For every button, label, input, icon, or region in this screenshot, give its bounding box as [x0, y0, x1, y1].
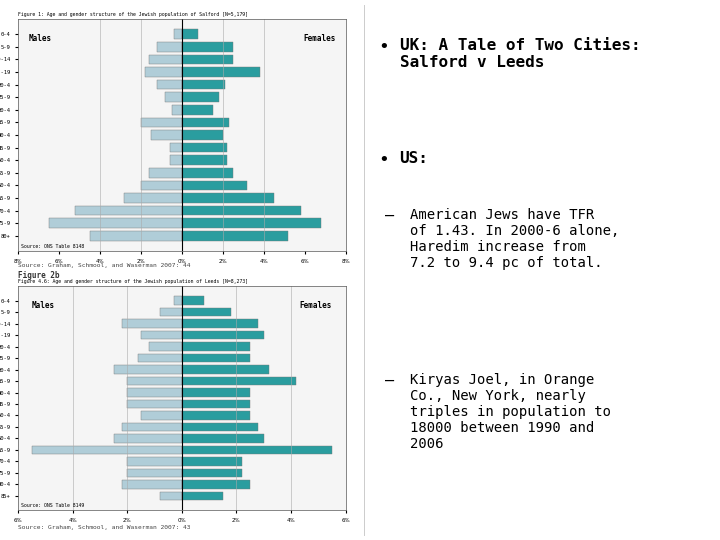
Bar: [181, 156, 227, 165]
Bar: [149, 55, 181, 64]
Bar: [181, 105, 212, 114]
Bar: [169, 156, 181, 165]
Bar: [181, 423, 258, 431]
Bar: [125, 193, 181, 202]
Bar: [181, 308, 231, 316]
Bar: [181, 377, 297, 386]
Bar: [127, 469, 181, 477]
Bar: [122, 319, 181, 328]
Bar: [181, 193, 274, 202]
Bar: [181, 400, 250, 408]
Bar: [127, 377, 181, 386]
Bar: [181, 168, 233, 178]
Bar: [181, 55, 233, 64]
Bar: [181, 365, 269, 374]
Bar: [181, 434, 264, 443]
Text: Source: Graham, Schmool, and Waserman 2007: 43: Source: Graham, Schmool, and Waserman 20…: [18, 525, 191, 530]
Bar: [181, 118, 229, 127]
Bar: [141, 411, 181, 420]
Text: Males: Males: [32, 301, 55, 310]
Bar: [181, 206, 300, 215]
Bar: [160, 491, 181, 500]
Bar: [181, 42, 233, 51]
Bar: [149, 168, 181, 178]
Bar: [127, 388, 181, 397]
Bar: [181, 480, 250, 489]
Bar: [141, 118, 181, 127]
Bar: [181, 143, 227, 152]
Text: Females: Females: [303, 34, 336, 43]
Bar: [181, 457, 242, 465]
Bar: [157, 80, 181, 89]
Bar: [49, 219, 181, 228]
Text: Source: ONS Table 8148: Source: ONS Table 8148: [22, 244, 84, 249]
Text: Source: ONS Table 8149: Source: ONS Table 8149: [22, 503, 84, 508]
Bar: [181, 80, 225, 89]
Bar: [181, 181, 248, 190]
Text: •: •: [378, 151, 389, 169]
Bar: [145, 68, 181, 77]
Bar: [174, 296, 181, 305]
Bar: [160, 308, 181, 316]
Bar: [181, 388, 250, 397]
Bar: [90, 231, 181, 240]
Bar: [157, 42, 181, 51]
Text: US:: US:: [400, 151, 428, 166]
Text: Source: Graham, Schmool, and Waserman 2007: 44: Source: Graham, Schmool, and Waserman 20…: [18, 264, 191, 268]
Bar: [181, 319, 258, 328]
Bar: [32, 446, 181, 454]
Bar: [122, 480, 181, 489]
Text: Figure 4.6: Age and gender structure of the Jewish population of Leeds [N=8,273]: Figure 4.6: Age and gender structure of …: [18, 279, 248, 285]
Bar: [149, 342, 181, 351]
Bar: [181, 296, 204, 305]
Bar: [181, 231, 288, 240]
Bar: [181, 30, 198, 39]
Bar: [114, 365, 181, 374]
Bar: [166, 92, 181, 102]
Bar: [76, 206, 181, 215]
Bar: [181, 331, 264, 340]
Text: Kiryas Joel, in Orange
Co., New York, nearly
triples in population to
18000 betw: Kiryas Joel, in Orange Co., New York, ne…: [410, 373, 611, 451]
Text: –: –: [385, 373, 395, 388]
Bar: [181, 219, 321, 228]
Bar: [181, 130, 222, 140]
Text: Females: Females: [300, 301, 332, 310]
Bar: [171, 105, 181, 114]
Bar: [181, 68, 260, 77]
Bar: [138, 354, 181, 362]
Bar: [181, 411, 250, 420]
Bar: [141, 331, 181, 340]
Bar: [181, 469, 242, 477]
Bar: [114, 434, 181, 443]
Bar: [181, 446, 332, 454]
Text: Figure 1: Age and gender structure of the Jewish population of Salford [N=5,179]: Figure 1: Age and gender structure of th…: [18, 12, 248, 17]
Bar: [169, 143, 181, 152]
Text: American Jews have TFR
of 1.43. In 2000-6 alone,
Haredim increase from
7.2 to 9.: American Jews have TFR of 1.43. In 2000-…: [410, 208, 620, 271]
Text: UK: A Tale of Two Cities:
Salford v Leeds: UK: A Tale of Two Cities: Salford v Leed…: [400, 38, 640, 70]
Bar: [151, 130, 181, 140]
Text: –: –: [385, 208, 395, 223]
Text: Figure 2b: Figure 2b: [18, 271, 60, 280]
Text: •: •: [378, 38, 389, 56]
Bar: [181, 92, 219, 102]
Text: Males: Males: [28, 34, 51, 43]
Bar: [181, 354, 250, 362]
Bar: [181, 342, 250, 351]
Bar: [122, 423, 181, 431]
Bar: [174, 30, 181, 39]
Bar: [127, 400, 181, 408]
Bar: [181, 491, 222, 500]
Bar: [127, 457, 181, 465]
Bar: [141, 181, 181, 190]
